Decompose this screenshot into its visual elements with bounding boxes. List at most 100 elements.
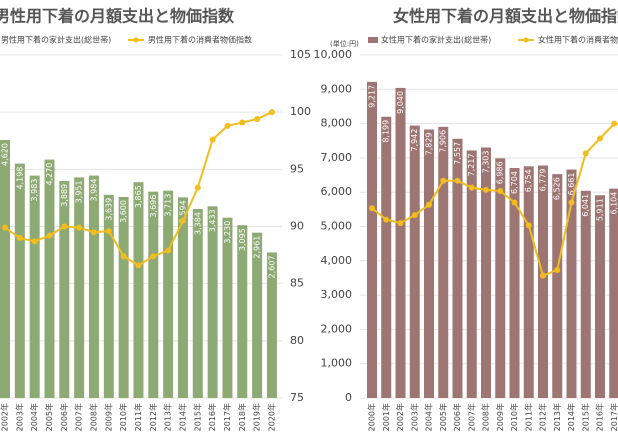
bar <box>609 188 618 398</box>
x-tick-label: 2018年 <box>237 403 247 431</box>
bar <box>481 147 491 398</box>
x-tick-label: 2019年 <box>252 403 262 431</box>
value-label: 3,889 <box>60 184 69 207</box>
line-marker <box>511 199 518 206</box>
line-marker <box>397 220 404 227</box>
x-tick-label: 2014年 <box>566 403 576 431</box>
line-marker <box>383 216 390 223</box>
legend-label: 女性用下着の消費者物価指数 <box>538 35 618 45</box>
line-marker <box>16 234 23 241</box>
value-label: 3,384 <box>193 212 202 235</box>
value-label: 7,906 <box>439 130 448 153</box>
line-marker <box>179 217 186 224</box>
x-tick-label: 2007年 <box>466 403 476 431</box>
bar <box>438 126 449 398</box>
value-label: 7,942 <box>410 129 419 152</box>
line-marker <box>582 150 589 157</box>
value-label: 6,986 <box>496 161 505 184</box>
bar <box>595 195 605 398</box>
bar <box>424 129 434 398</box>
value-label: 3,983 <box>30 179 39 202</box>
y2-tick-label: 95 <box>290 162 304 175</box>
value-label: 4,620 <box>1 143 10 166</box>
line-marker <box>254 116 261 123</box>
x-tick-label: 2002年 <box>395 403 405 431</box>
y2-tick-label: 85 <box>290 277 304 290</box>
line-marker <box>209 136 216 143</box>
bar <box>177 197 188 398</box>
chart-title: 男性用下着の月額支出と物価指数 <box>0 7 235 26</box>
bar <box>452 138 463 398</box>
x-tick-label: 2002年 <box>0 403 10 431</box>
bar <box>207 206 218 398</box>
x-tick-label: 2015年 <box>580 403 590 431</box>
x-tick-label: 2015年 <box>192 403 202 431</box>
x-tick-label: 2008年 <box>481 403 491 431</box>
value-label: 2,607 <box>267 255 276 278</box>
value-label: 7,217 <box>467 153 476 176</box>
x-tick-label: 2011年 <box>133 403 143 431</box>
bar <box>538 165 548 398</box>
x-tick-label: 2000年 <box>367 403 377 431</box>
line-marker <box>194 184 201 191</box>
value-label: 3,095 <box>238 228 247 251</box>
value-label: 6,526 <box>553 177 562 200</box>
value-label: 2,961 <box>253 236 262 259</box>
value-label: 3,696 <box>149 195 158 218</box>
line-marker <box>525 222 532 229</box>
x-tick-label: 2016年 <box>595 403 605 431</box>
line-marker <box>150 253 157 260</box>
y-tick-label: 8,000 <box>321 117 353 130</box>
y-tick-label: 2,000 <box>321 322 353 335</box>
line-marker <box>540 272 546 279</box>
y-tick-label: 1,000 <box>321 357 353 370</box>
y2-tick-label: 80 <box>290 334 304 347</box>
bar <box>509 168 520 398</box>
bar <box>580 190 591 398</box>
value-label: 9,217 <box>368 85 377 108</box>
bar <box>59 180 70 398</box>
value-label: 4,198 <box>15 167 24 190</box>
y2-tick-label: 100 <box>290 105 311 118</box>
value-label: 6,041 <box>581 194 590 217</box>
value-label: 6,104 <box>610 192 618 215</box>
x-tick-label: 2013年 <box>552 403 562 431</box>
line-marker <box>165 247 172 254</box>
x-tick-label: 2017年 <box>222 403 232 431</box>
y2-tick-label: 90 <box>290 220 304 233</box>
line-marker <box>46 232 53 239</box>
x-tick-label: 2008年 <box>88 403 98 431</box>
value-label: 3,865 <box>134 185 143 208</box>
line-marker <box>611 120 618 127</box>
y-tick-label: 7,000 <box>321 151 353 164</box>
line <box>371 122 615 278</box>
x-tick-label: 2013年 <box>163 403 173 431</box>
y2-tick-label: 75 <box>290 391 304 404</box>
line-marker <box>597 135 603 142</box>
value-label: 7,303 <box>482 151 491 174</box>
chart-title: 女性用下着の月額支出と物価指数 <box>393 7 618 26</box>
x-tick-label: 2012年 <box>538 403 548 431</box>
x-tick-label: 2020年 <box>266 403 276 431</box>
x-tick-label: 2003年 <box>409 403 419 431</box>
x-tick-label: 2006年 <box>452 403 462 431</box>
bar <box>163 190 174 398</box>
value-label: 3,594 <box>178 200 187 223</box>
bar <box>44 159 55 398</box>
bar <box>395 87 406 398</box>
line-marker <box>440 177 447 184</box>
bar <box>74 177 85 398</box>
value-label: 3,951 <box>75 180 84 203</box>
bar <box>148 191 159 398</box>
bar <box>266 252 277 398</box>
bar <box>552 174 563 398</box>
bar <box>133 182 144 398</box>
value-label: 6,754 <box>524 169 533 192</box>
value-label: 8,199 <box>382 120 391 143</box>
value-label: 3,600 <box>119 200 128 223</box>
line-marker <box>76 224 83 231</box>
unit-label: (単位:円) <box>330 39 359 48</box>
bar <box>466 150 477 398</box>
bar <box>495 158 506 398</box>
value-label: 4,270 <box>45 163 54 186</box>
